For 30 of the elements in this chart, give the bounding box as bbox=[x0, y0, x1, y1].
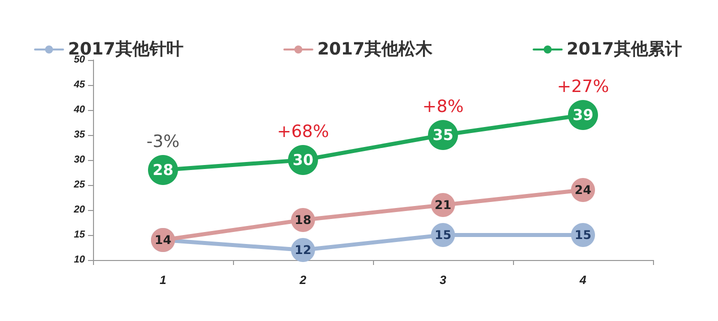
y-tick-label: 10 bbox=[74, 254, 86, 266]
data-label: 39 bbox=[572, 106, 594, 124]
data-label: 15 bbox=[574, 228, 592, 242]
y-tick-label: 15 bbox=[74, 230, 86, 240]
data-label: 35 bbox=[432, 126, 454, 144]
y-tick-label: 30 bbox=[74, 154, 86, 166]
y-tick-label: 40 bbox=[72, 104, 86, 116]
x-tick-label: 4 bbox=[578, 273, 587, 287]
data-label: 24 bbox=[574, 183, 592, 197]
data-label: 12 bbox=[294, 243, 312, 257]
y-tick-label: 50 bbox=[74, 54, 86, 66]
x-tick-label: 2 bbox=[298, 273, 307, 287]
annotation: +27% bbox=[556, 77, 610, 97]
x-tick-label: 3 bbox=[440, 273, 447, 287]
y-tick-label: 20 bbox=[72, 204, 86, 216]
data-label: 14 bbox=[154, 233, 172, 247]
data-label: 28 bbox=[152, 161, 174, 179]
annotation: -3% bbox=[146, 132, 180, 152]
annotation: +8% bbox=[422, 97, 464, 117]
data-label: 21 bbox=[434, 198, 452, 212]
data-label: 18 bbox=[294, 213, 312, 227]
y-tick-label: 35 bbox=[74, 130, 86, 140]
data-label: 30 bbox=[292, 151, 314, 169]
x-tick-label: 1 bbox=[160, 273, 167, 287]
legend-label: 2017其他累计 bbox=[566, 40, 682, 60]
y-tick-label: 25 bbox=[72, 180, 86, 190]
y-tick-label: 45 bbox=[72, 80, 86, 90]
data-label: 15 bbox=[434, 228, 452, 242]
legend-label: 2017其他松木 bbox=[317, 40, 434, 60]
annotation: +68% bbox=[276, 122, 330, 142]
